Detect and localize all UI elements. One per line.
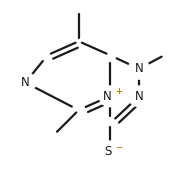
Text: −: − <box>116 143 123 152</box>
Circle shape <box>99 86 120 107</box>
Circle shape <box>99 141 120 162</box>
Text: S: S <box>104 145 112 158</box>
Circle shape <box>129 58 149 79</box>
Text: N: N <box>21 76 30 89</box>
Circle shape <box>129 86 149 107</box>
Text: N: N <box>103 90 111 103</box>
Circle shape <box>15 72 36 93</box>
Text: +: + <box>116 87 123 96</box>
Text: N: N <box>135 90 143 103</box>
Text: N: N <box>135 62 143 75</box>
